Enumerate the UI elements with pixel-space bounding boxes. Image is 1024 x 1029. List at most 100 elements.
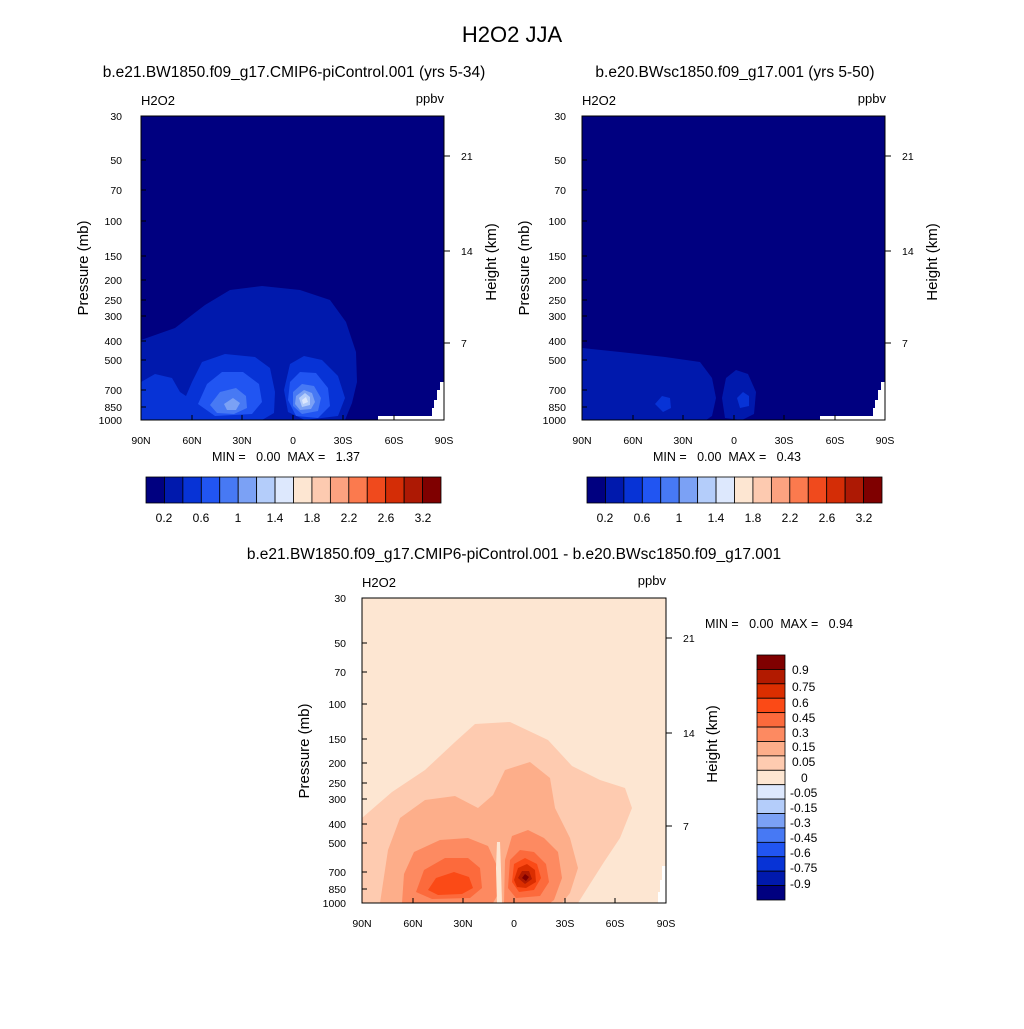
colorbar-labels: 0.2 0.6 1 1.4 1.8 2.2 2.6 3.2 <box>597 511 873 525</box>
y-tick-label: 700 <box>104 385 122 397</box>
colorbar-swatch <box>756 669 786 685</box>
y-tick-label: 300 <box>328 794 346 806</box>
colorbar-swatch <box>756 798 786 814</box>
colorbar-label: 0.9 <box>792 663 809 677</box>
y-tick-label: 150 <box>328 734 346 746</box>
y-tick-label: 200 <box>548 275 566 287</box>
colorbar-label: 2.6 <box>378 511 395 525</box>
colorbar-label: 1 <box>235 511 242 525</box>
height-tick-label: 7 <box>461 338 467 350</box>
colorbar-swatch <box>311 476 331 504</box>
colorbar-labels: 0.2 0.6 1 1.4 1.8 2.2 2.6 3.2 <box>156 511 432 525</box>
y-tick-label: 100 <box>104 216 122 228</box>
colorbar-label: -0.6 <box>790 846 811 860</box>
colorbar <box>145 476 442 504</box>
y-axis-right-title: Height (km) <box>924 223 941 301</box>
y-axis-title: Pressure (mb) <box>75 220 92 315</box>
colorbar-swatch <box>145 476 165 504</box>
min-max-stats: MIN = 0.00 MAX = 1.37 <box>212 450 360 464</box>
contour-field <box>362 598 666 903</box>
y-axis-left: 30 50 70 100 150 200 250 300 400 500 700… <box>75 111 146 427</box>
units-label: ppbv <box>858 91 887 106</box>
colorbar-swatch <box>605 476 625 504</box>
min-max-stats: MIN = 0.00 MAX = 0.43 <box>653 450 801 464</box>
y-tick-label: 200 <box>104 275 122 287</box>
colorbar-swatch <box>756 827 786 843</box>
height-tick-label: 21 <box>461 151 473 163</box>
colorbar-swatch <box>678 476 699 504</box>
height-tick-label: 14 <box>683 728 695 740</box>
x-tick-label: 90N <box>352 918 371 930</box>
colorbar-swatch <box>200 476 221 504</box>
y-tick-label: 250 <box>548 295 566 307</box>
x-tick-label: 90S <box>657 918 676 930</box>
colorbar-swatch <box>366 476 387 504</box>
y-tick-label: 1000 <box>323 898 347 910</box>
y-axis-right-title: Height (km) <box>704 705 721 783</box>
colorbar-swatch <box>274 476 294 504</box>
y-tick-label: 100 <box>328 699 346 711</box>
colorbar-label: 2.2 <box>341 511 358 525</box>
y-tick-label: 850 <box>548 402 566 414</box>
colorbar-swatch <box>756 885 786 901</box>
y-tick-label: 100 <box>548 216 566 228</box>
y-tick-label: 70 <box>334 667 346 679</box>
variable-label: H2O2 <box>141 93 175 108</box>
colorbar-swatch <box>863 476 883 504</box>
x-tick-label: 30N <box>232 435 251 447</box>
colorbar-swatch <box>756 856 786 872</box>
colorbar-swatch <box>660 476 680 504</box>
units-label: ppbv <box>638 573 667 588</box>
colorbar-label: -0.15 <box>790 801 818 815</box>
y-axis-right: 21 14 7 Height (km) <box>885 151 941 350</box>
contour-field <box>582 116 885 420</box>
colorbar-swatch <box>256 476 276 504</box>
colorbar-swatch <box>219 476 239 504</box>
y-tick-label: 30 <box>110 111 122 123</box>
y-tick-label: 700 <box>548 385 566 397</box>
colorbar-swatch <box>770 476 791 504</box>
colorbar-swatch <box>715 476 735 504</box>
colorbar-swatch <box>756 870 786 886</box>
height-tick-label: 7 <box>683 821 689 833</box>
colorbar-label: -0.75 <box>790 861 818 875</box>
x-tick-label: 60N <box>182 435 201 447</box>
height-tick-label: 21 <box>683 633 695 645</box>
x-tick-label: 90N <box>572 435 591 447</box>
colorbar-label: 0 <box>801 771 808 785</box>
colorbar-swatch <box>756 841 786 858</box>
colorbar-swatch <box>756 726 786 742</box>
x-tick-label: 30S <box>334 435 353 447</box>
height-tick-label: 21 <box>902 151 914 163</box>
colorbar-swatch <box>807 476 828 504</box>
colorbar-label: 0.05 <box>792 755 816 769</box>
colorbar-label: 1 <box>676 511 683 525</box>
y-tick-label: 300 <box>104 311 122 323</box>
y-tick-label: 50 <box>110 155 122 167</box>
x-tick-label: 90N <box>131 435 150 447</box>
y-tick-label: 250 <box>104 295 122 307</box>
colorbar-label: 3.2 <box>415 511 432 525</box>
x-tick-label: 0 <box>511 918 517 930</box>
colorbar-swatch <box>182 476 202 504</box>
x-tick-label: 30N <box>673 435 692 447</box>
x-tick-label: 30S <box>556 918 575 930</box>
colorbar-labels: 0.9 0.75 0.6 0.45 0.3 0.15 0.05 0 -0.05 … <box>790 663 818 891</box>
colorbar-label: 2.2 <box>782 511 799 525</box>
colorbar-swatch <box>756 741 786 757</box>
x-tick-label: 60S <box>606 918 625 930</box>
colorbar-swatch <box>164 476 184 504</box>
colorbar-swatch <box>756 683 786 699</box>
y-tick-label: 1000 <box>543 415 567 427</box>
panel-bottom-diff: b.e21.BW1850.f09_g17.CMIP6-piControl.001… <box>247 546 853 930</box>
x-tick-label: 30N <box>453 918 472 930</box>
y-axis-right-title: Height (km) <box>483 223 500 301</box>
panel-title: b.e20.BWsc1850.f09_g17.001 (yrs 5-50) <box>595 64 874 81</box>
y-axis-title: Pressure (mb) <box>296 703 313 798</box>
x-tick-label: 0 <box>731 435 737 447</box>
colorbar-swatch <box>826 476 846 504</box>
y-tick-label: 400 <box>104 336 122 348</box>
panel-top-left: b.e21.BW1850.f09_g17.CMIP6-piControl.001… <box>75 64 500 525</box>
colorbar-label: 0.2 <box>156 511 173 525</box>
colorbar-swatch <box>293 476 313 504</box>
